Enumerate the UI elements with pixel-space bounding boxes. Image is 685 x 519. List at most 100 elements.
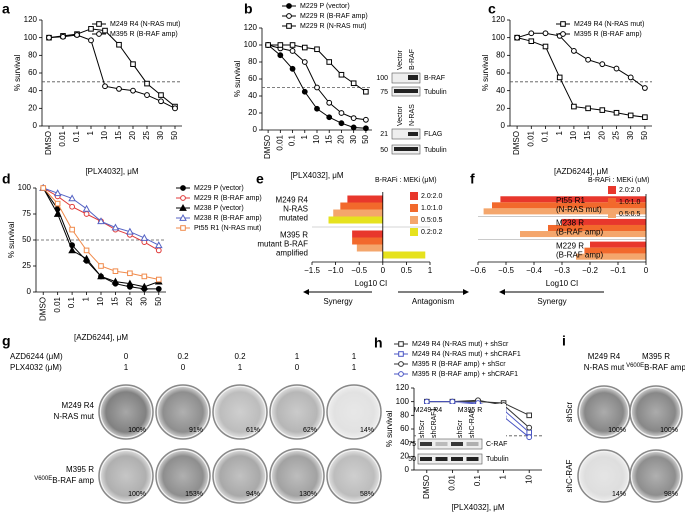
band-label: B-RAF [424, 75, 445, 82]
x-tick-label: −1.5 [304, 266, 320, 275]
legend-swatch [410, 228, 418, 236]
y-axis-label: % survival [7, 222, 16, 259]
percent-label: 62% [303, 427, 317, 434]
detail: N-RAS mut [584, 363, 625, 372]
x-tick-label: 0 [381, 266, 386, 275]
data-point [599, 61, 606, 68]
legend-label: M229 R (N-RAS mut) [300, 23, 367, 30]
x-tick-label: 30 [626, 130, 635, 139]
band-label: Tubulin [424, 147, 447, 154]
panel-letter: h [374, 335, 383, 351]
x-tick-label: 20 [337, 134, 346, 143]
data-point [350, 80, 357, 87]
ladder: 75 [408, 441, 416, 448]
x-tick-label: 1 [86, 130, 95, 135]
data-point [556, 74, 563, 81]
data-point [362, 125, 369, 132]
x-tick-label: 50 [170, 130, 179, 139]
band [435, 457, 448, 461]
data-point [338, 71, 345, 78]
data-point [82, 204, 91, 212]
legend-swatch [410, 216, 418, 224]
data-point [82, 254, 91, 262]
x-tick-label: 50 [361, 134, 370, 143]
blot-frame [391, 128, 421, 140]
y-tick-label: 0 [405, 465, 410, 474]
x-tick-label: 0.01 [448, 474, 457, 490]
cell-line-detail: N-RAS mut [584, 363, 625, 372]
plate-cells [632, 388, 680, 436]
x-tick-label: 1 [499, 474, 508, 479]
plate-cells [580, 388, 628, 436]
data-point [449, 398, 456, 405]
y-tick-label: 120 [24, 15, 38, 24]
bar [352, 237, 383, 245]
data-point [180, 185, 186, 191]
x-tick-label: 0.1 [72, 130, 81, 142]
row-header: PLX4032 (μM) [10, 363, 62, 372]
legend-label: Pt55 R1 (N-RAS mut) [194, 225, 261, 232]
bar [548, 224, 646, 232]
data-point [526, 412, 533, 419]
data-point [301, 44, 308, 51]
y-tick-label: 40 [28, 86, 37, 95]
cell-line-detail: V600EB-RAF amp [34, 476, 94, 486]
detail: B-RAF amp [52, 476, 94, 485]
data-point [68, 194, 76, 202]
data-point [102, 27, 108, 34]
legend-label: 0.5:0.5 [619, 211, 641, 218]
legend-label: 2.0:2.0 [421, 193, 443, 200]
data-point [179, 213, 187, 221]
plate-cells [101, 451, 151, 501]
ladder: 50 [380, 147, 388, 154]
data-point [301, 88, 308, 95]
x-tick-label: 0.01 [53, 296, 62, 312]
data-point [116, 86, 122, 92]
data-point [363, 88, 369, 95]
data-point [69, 226, 75, 233]
bar [562, 218, 646, 225]
band [451, 457, 463, 461]
panel-letter: b [244, 1, 253, 17]
lane-label: shScr [457, 419, 464, 438]
blot-frame [391, 72, 421, 84]
percent-label: 100% [608, 427, 626, 434]
x-tick-label: −0.5 [498, 266, 514, 275]
legend-title: B-RAFi : MEKi (uM) [588, 177, 649, 184]
row-header: AZD6244 (μM) [10, 352, 63, 361]
legend-label: M249 R4 (N-RAS mut) + shCRAF1 [412, 351, 521, 358]
y-tick-label: 50 [22, 235, 31, 244]
x-tick-label: −1.0 [328, 266, 344, 275]
percent-label: 91% [189, 427, 203, 434]
band-label: FLAG [424, 131, 442, 138]
y-tick-label: 40 [248, 91, 257, 100]
data-point [155, 247, 162, 254]
x-tick-label: −0.6 [470, 266, 486, 275]
data-point [140, 233, 149, 241]
x-tick-label: −0.5 [351, 266, 367, 275]
dose: 1 [352, 363, 357, 372]
legend-title: B-RAFi : MEKi (μM) [375, 177, 437, 184]
data-point [542, 43, 549, 50]
category-label: M238 R [556, 219, 584, 228]
data-point [642, 114, 648, 120]
x-tick-label: DMSO [263, 135, 272, 159]
data-point [350, 115, 357, 121]
detail: B-RAF amp [644, 363, 685, 372]
band [408, 75, 418, 80]
bar [382, 251, 426, 259]
x-tick-label: 10 [100, 130, 109, 139]
x-tick-label: 10 [524, 474, 533, 483]
data-point [98, 263, 104, 269]
data-point [571, 103, 577, 110]
lane-label: Vector [397, 105, 404, 126]
plate-cells [329, 387, 379, 437]
x-tick-label: 15 [111, 296, 120, 305]
data-point [96, 31, 102, 37]
bar [576, 253, 646, 260]
data-point [398, 371, 404, 377]
data-point [265, 42, 271, 48]
data-point [398, 341, 404, 347]
x-tick-label: 10 [569, 130, 578, 139]
percent-label: 14% [360, 427, 374, 434]
